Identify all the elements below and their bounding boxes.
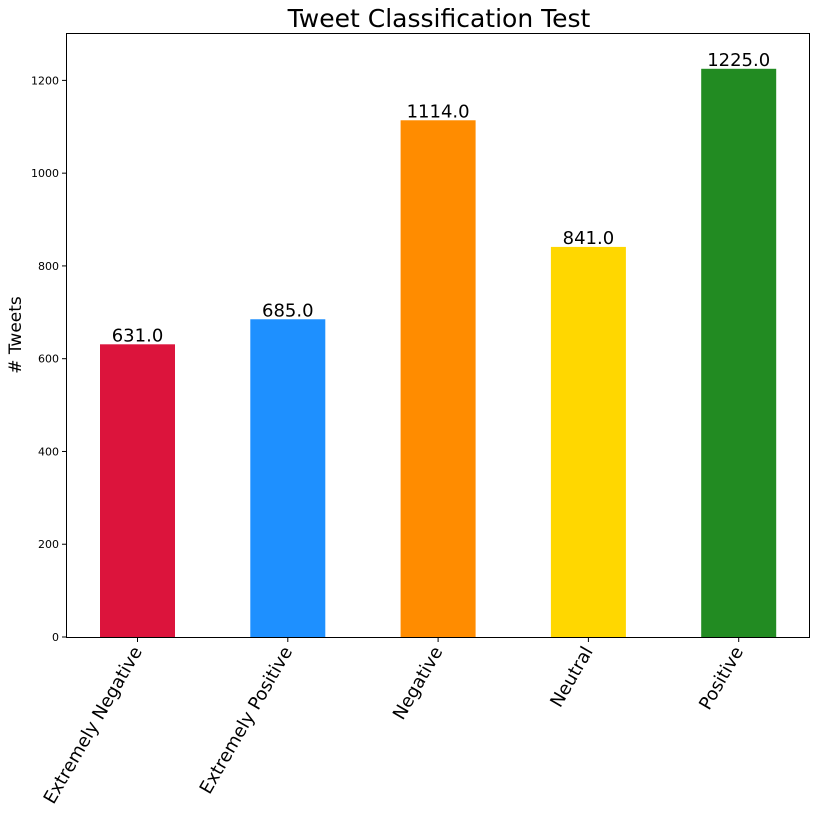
y-tick-label: 200: [38, 538, 59, 551]
bar-value-label: 1114.0: [407, 101, 470, 122]
y-axis-ticks: 0 200 400 600 800 1000 1200: [31, 74, 67, 644]
bar: [550, 246, 626, 637]
plot-frame: [66, 33, 810, 638]
bar: [100, 344, 175, 637]
bar: [701, 68, 777, 638]
y-tick-label: 600: [38, 353, 59, 366]
x-tick-label: Positive: [695, 643, 748, 714]
bar-series: [100, 68, 777, 638]
y-tick-label: 800: [38, 260, 59, 273]
bar-value-label: 631.0: [112, 325, 164, 346]
x-tick-label: Negative: [389, 643, 448, 723]
y-tick-label: 0: [52, 631, 59, 644]
bar-value-label: 1225.0: [707, 50, 770, 71]
bar: [250, 319, 326, 637]
x-axis-ticks: Extremely Negative Extremely Positive Nega…: [40, 637, 748, 808]
x-tick-label: Extremely Positive: [196, 643, 297, 798]
x-tick-label: Neutral: [546, 643, 597, 711]
chart-title: Tweet Classification Test: [287, 4, 591, 33]
bar-value-label: 685.0: [262, 300, 314, 321]
y-axis-label: # Tweets: [6, 296, 26, 374]
y-tick-label: 1200: [31, 74, 59, 87]
y-tick-label: 400: [38, 445, 59, 458]
bar: [400, 120, 476, 637]
bar-value-labels: 631.0 685.0 1114.0 841.0 1225.0: [112, 50, 770, 347]
bar-value-label: 841.0: [563, 228, 615, 249]
y-tick-label: 1000: [31, 167, 59, 180]
x-tick-label: Extremely Negative: [40, 643, 147, 808]
